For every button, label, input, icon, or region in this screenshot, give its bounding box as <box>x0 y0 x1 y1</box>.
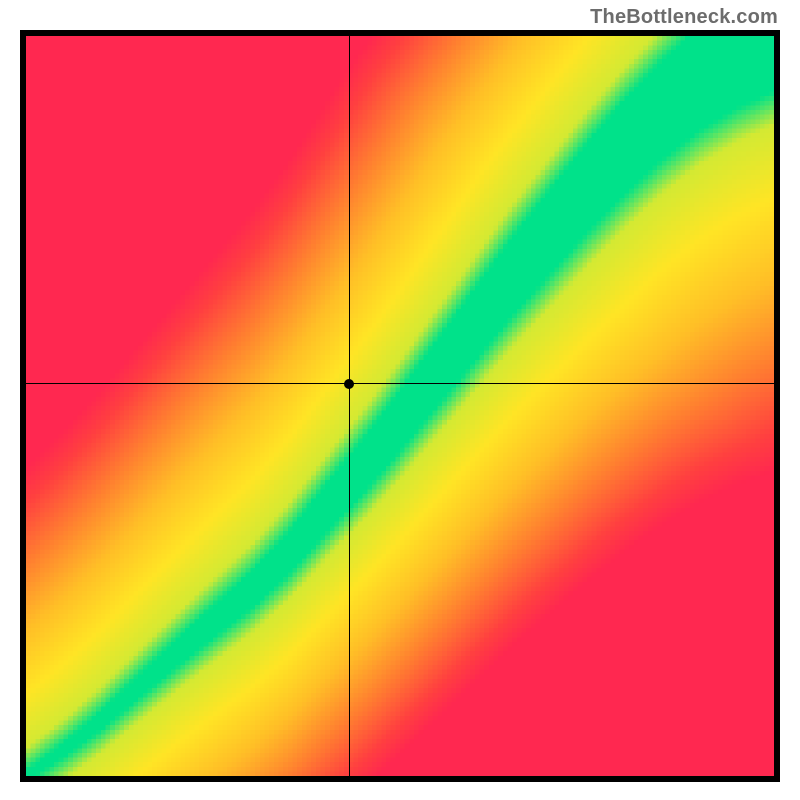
watermark-text: TheBottleneck.com <box>590 6 778 29</box>
crosshair-horizontal <box>26 383 774 384</box>
crosshair-vertical <box>349 36 350 776</box>
plot-area <box>26 36 774 776</box>
heatmap-canvas <box>26 36 774 776</box>
marker-dot <box>344 379 354 389</box>
plot-frame <box>20 30 780 782</box>
